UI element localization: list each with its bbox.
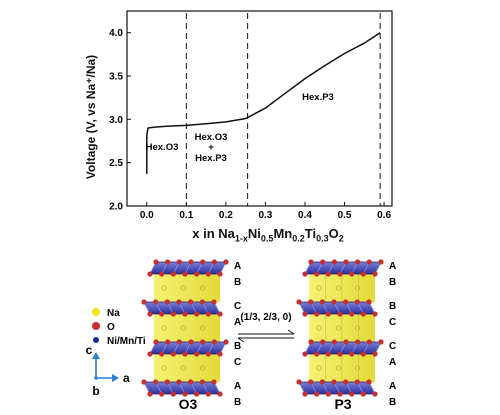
phase-label-o3: Hex.O3 (146, 142, 179, 153)
o3-layer-letter-5: C (234, 357, 241, 368)
p3-layer-letter-0: A (389, 261, 396, 272)
x-axis-label: x in Na1-xNi0.5Mn0.2Ti0.3O2 (192, 226, 344, 244)
y-axis-label: Voltage (V, vs Na⁺/Na) (84, 54, 98, 180)
o3-layer-letter-1: B (234, 277, 241, 288)
p3-layer-letter-4: C (389, 341, 396, 352)
p3-layer-letter-7: B (389, 397, 396, 408)
o3-layer-letter-6: A (234, 381, 241, 392)
p3-layer-letter-3: C (389, 317, 396, 328)
axis-a-label: a (123, 371, 130, 385)
o-legend-swatch (92, 322, 100, 330)
x-tick-label-1: 0.1 (179, 210, 193, 221)
na-legend-label: Na (107, 308, 120, 319)
x-tick-label-2: 0.2 (219, 210, 233, 221)
transition-vector: (1/3, 2/3, 0) (240, 312, 291, 323)
o3-layer-letter-7: B (234, 397, 241, 408)
x-axis: 0.0 0.1 0.2 0.3 0.4 0.5 0.6 (140, 202, 391, 221)
phase-label-mix-bottom: Hex.P3 (195, 153, 227, 164)
plot-frame (126, 10, 393, 207)
x-tick-label-6: 0.6 (377, 210, 391, 221)
axis-b-label: b (92, 384, 99, 398)
o-legend-label: O (107, 322, 115, 333)
crystal-axes: c a b (86, 343, 130, 398)
p3-layer-letter-6: A (389, 381, 396, 392)
p3-layer-letter-5: A (389, 357, 396, 368)
axis-c-label: c (86, 343, 93, 357)
x-tick-label-5: 0.5 (338, 210, 352, 221)
phase-label-mix-top: Hex.O3 (195, 132, 228, 143)
na-legend-swatch (92, 308, 100, 316)
phase-boundaries (185, 13, 381, 206)
x-tick-label-0: 0.0 (140, 210, 154, 221)
o3-layer-letter-2: C (234, 301, 241, 312)
o3-layer-letter-3: A (234, 317, 241, 328)
p3-layer-letter-2: B (389, 301, 396, 312)
tm-legend-label: Ni/Mn/Ti (107, 336, 146, 347)
y-tick-label-4: 4.0 (109, 28, 123, 39)
p3-structure-label: P3 (334, 396, 351, 412)
voltage-curve (146, 32, 381, 174)
voltage-chart: 2.0 2.5 3.0 3.5 4.0 0.0 0.1 0.2 0.3 0.4 0.5 0.6 He… (109, 10, 393, 221)
o3-structure-label: O3 (179, 396, 198, 412)
p3-layer-letter-1: B (389, 277, 396, 288)
o3-na-layer-0 (154, 274, 220, 302)
y-tick-label-3: 3.5 (109, 72, 123, 83)
tm-legend-swatch (93, 337, 99, 343)
phase-label-p3: Hex.P3 (302, 92, 334, 103)
x-tick-label-4: 0.4 (298, 210, 312, 221)
phase-label-mix-plus: + (208, 142, 214, 153)
atom-legend: Na O Ni/Mn/Ti (92, 308, 146, 347)
o3-na-layer-1 (154, 314, 220, 342)
y-tick-label-2: 3.0 (109, 115, 123, 126)
y-axis: 2.0 2.5 3.0 3.5 4.0 (109, 28, 131, 213)
o3-layer-letter-0: A (234, 261, 241, 272)
o3-layer-letter-4: B (234, 341, 241, 352)
x-tick-label-3: 0.3 (258, 210, 272, 221)
y-tick-label-1: 2.5 (109, 158, 123, 169)
transition-arrows: (1/3, 2/3, 0) (237, 312, 295, 343)
y-tick-label-0: 2.0 (109, 202, 123, 213)
o3-na-layer-2 (154, 354, 220, 382)
